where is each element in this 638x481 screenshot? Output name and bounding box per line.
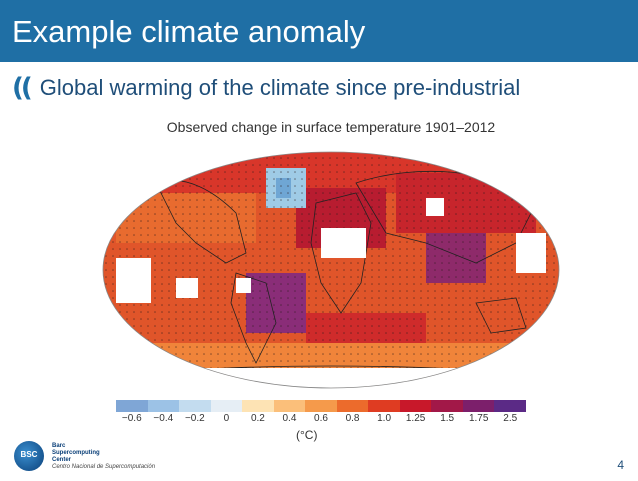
logo-line-4: Centro Nacional de Supercomputación <box>52 464 156 470</box>
logo-line-1: Barc <box>52 443 66 449</box>
colorbar-tick-label: 0.8 <box>345 413 360 424</box>
colorbar-segment <box>242 400 274 412</box>
temperature-map-figure: Observed change in surface temperature 1… <box>96 113 566 453</box>
colorbar-segment <box>305 400 337 412</box>
missing-data-patch <box>116 258 151 303</box>
colorbar-tick-label: 1.0 <box>377 413 392 424</box>
page-number: 4 <box>617 458 624 472</box>
colorbar-segment <box>210 400 243 412</box>
colorbar-tick-label: 1.25 <box>405 413 426 424</box>
colorbar-tick-label: −0.2 <box>184 413 205 424</box>
colorbar-segment <box>116 400 148 412</box>
colorbar-tick-label: 2.5 <box>503 413 518 424</box>
colorbar-tick-label: 0.6 <box>314 413 328 424</box>
colorbar-segment <box>336 400 369 412</box>
colorbar-segment <box>147 400 180 412</box>
world-map-svg <box>102 151 560 389</box>
logo-line-2: Supercomputing <box>52 450 100 456</box>
colorbar <box>116 400 526 412</box>
colorbar-segment <box>399 400 432 412</box>
slide-title: Example climate anomaly <box>12 14 366 49</box>
colorbar-segment <box>494 400 526 412</box>
map-outline <box>102 151 560 389</box>
bullet-row: (( Global warming of the climate since p… <box>12 73 520 103</box>
colorbar-ticks: −0.6 −0.4 −0.2 0 0.2 0.4 0.6 0.8 1.0 1.25 1.5 1.75 2… <box>116 413 526 427</box>
colorbar-segment <box>368 400 400 412</box>
colorbar-unit: (°C) <box>296 428 318 442</box>
bsc-logo-mark: BSC <box>14 441 44 471</box>
colorbar-tick-label: −0.6 <box>121 413 142 424</box>
colorbar-tick-label: −0.4 <box>153 413 174 424</box>
slide-title-bar: Example climate anomaly <box>0 0 638 62</box>
double-chevron-bullet-icon: (( <box>12 73 33 103</box>
bsc-logo-text: Barc Supercomputing Center Centro Nacion… <box>52 443 155 471</box>
bsc-logo-mark-text: BSC <box>20 450 38 459</box>
colorbar-tick-label: 0 <box>223 413 230 424</box>
bullet-text: Global warming of the climate since pre-… <box>39 75 521 100</box>
colorbar-segment <box>273 400 306 412</box>
colorbar-tick-label: 0.2 <box>250 413 265 424</box>
colorbar-tick-label: 1.75 <box>468 413 489 424</box>
colorbar-segment <box>462 400 495 412</box>
logo-line-3: Center <box>52 457 72 463</box>
colorbar-tick-label: 0.4 <box>282 413 297 424</box>
colorbar-tick-label: 1.5 <box>440 413 455 424</box>
colorbar-segment <box>179 400 211 412</box>
colorbar-segment <box>431 400 463 412</box>
bsc-logo: BSC Barc Supercomputing Center Centro Na… <box>14 441 164 477</box>
figure-title: Observed change in surface temperature 1… <box>166 119 496 135</box>
